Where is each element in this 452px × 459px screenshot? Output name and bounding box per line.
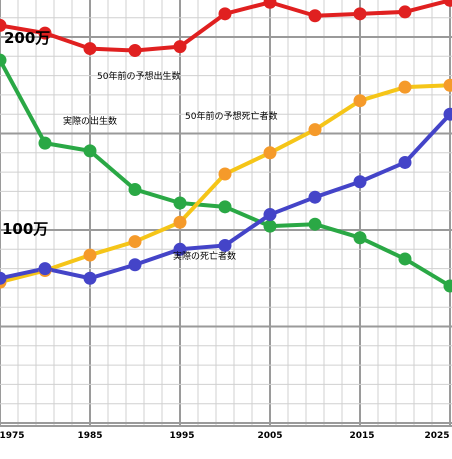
x-tick-1985: 1985	[77, 431, 102, 441]
x-tick-1975: 1975	[0, 431, 25, 441]
data-point-projected-births-1995	[173, 40, 187, 54]
data-point-projected-deaths-2000	[218, 167, 232, 181]
data-point-actual-births-2015	[353, 231, 367, 245]
data-point-actual-deaths-1975	[0, 271, 7, 285]
data-point-projected-deaths-1990	[128, 235, 142, 249]
data-point-actual-births-2010	[308, 217, 322, 231]
series-label-projected-deaths: 50年前の予想死亡者数	[185, 110, 277, 122]
labels: 200万 100万 50年前の予想出生数 実際の出生数 50年前の予想死亡者数 …	[0, 29, 450, 441]
series-points	[0, 0, 452, 293]
data-point-actual-deaths-2000	[218, 238, 232, 252]
data-point-actual-deaths-1990	[128, 258, 142, 272]
y-tick-200: 200万	[4, 29, 50, 47]
data-point-projected-deaths-1985	[83, 248, 97, 262]
data-point-projected-births-1985	[83, 42, 97, 56]
data-point-actual-births-2025	[443, 279, 452, 293]
x-tick-1995: 1995	[169, 431, 194, 441]
data-point-projected-births-2010	[308, 9, 322, 23]
series-label-actual-deaths: 実際の死亡者数	[173, 250, 236, 262]
series-label-projected-births: 50年前の予想出生数	[97, 70, 180, 82]
data-point-actual-births-1975	[0, 53, 7, 67]
data-point-actual-deaths-1995	[173, 242, 187, 256]
data-point-projected-deaths-2015	[353, 94, 367, 108]
data-point-actual-deaths-2010	[308, 190, 322, 204]
data-point-projected-deaths-2020	[398, 80, 412, 94]
data-point-actual-deaths-2015	[353, 175, 367, 189]
data-point-actual-births-2005	[263, 219, 277, 233]
data-point-actual-deaths-2025	[443, 107, 452, 121]
data-point-actual-deaths-1985	[83, 271, 97, 285]
data-point-projected-deaths-2010	[308, 123, 322, 137]
data-point-actual-births-1995	[173, 196, 187, 210]
series-label-actual-births: 実際の出生数	[63, 115, 117, 127]
x-tick-2005: 2005	[257, 431, 282, 441]
data-point-projected-deaths-2025	[443, 78, 452, 92]
data-point-actual-births-1980	[38, 136, 52, 150]
data-point-projected-births-2000	[218, 7, 232, 21]
grid-lines	[0, 0, 452, 427]
data-point-actual-deaths-2005	[263, 208, 277, 222]
data-point-projected-births-2005	[263, 0, 277, 9]
data-point-projected-births-2020	[398, 5, 412, 19]
data-point-actual-deaths-2020	[398, 155, 412, 169]
x-tick-2025: 2025	[424, 431, 449, 441]
data-point-actual-births-1985	[83, 144, 97, 158]
data-point-projected-births-1990	[128, 44, 142, 58]
data-point-projected-births-1980	[38, 26, 52, 40]
data-point-actual-births-1990	[128, 182, 142, 196]
y-tick-100: 100万	[2, 220, 48, 238]
data-point-projected-births-2025	[443, 0, 452, 7]
data-point-projected-deaths-1995	[173, 215, 187, 229]
data-point-actual-births-2020	[398, 252, 412, 266]
data-point-actual-deaths-1980	[38, 262, 52, 276]
data-point-projected-deaths-2005	[263, 146, 277, 160]
data-point-actual-births-2000	[218, 200, 232, 214]
data-point-projected-births-2015	[353, 7, 367, 21]
x-tick-2015: 2015	[349, 431, 374, 441]
data-point-projected-births-1975	[0, 18, 7, 32]
